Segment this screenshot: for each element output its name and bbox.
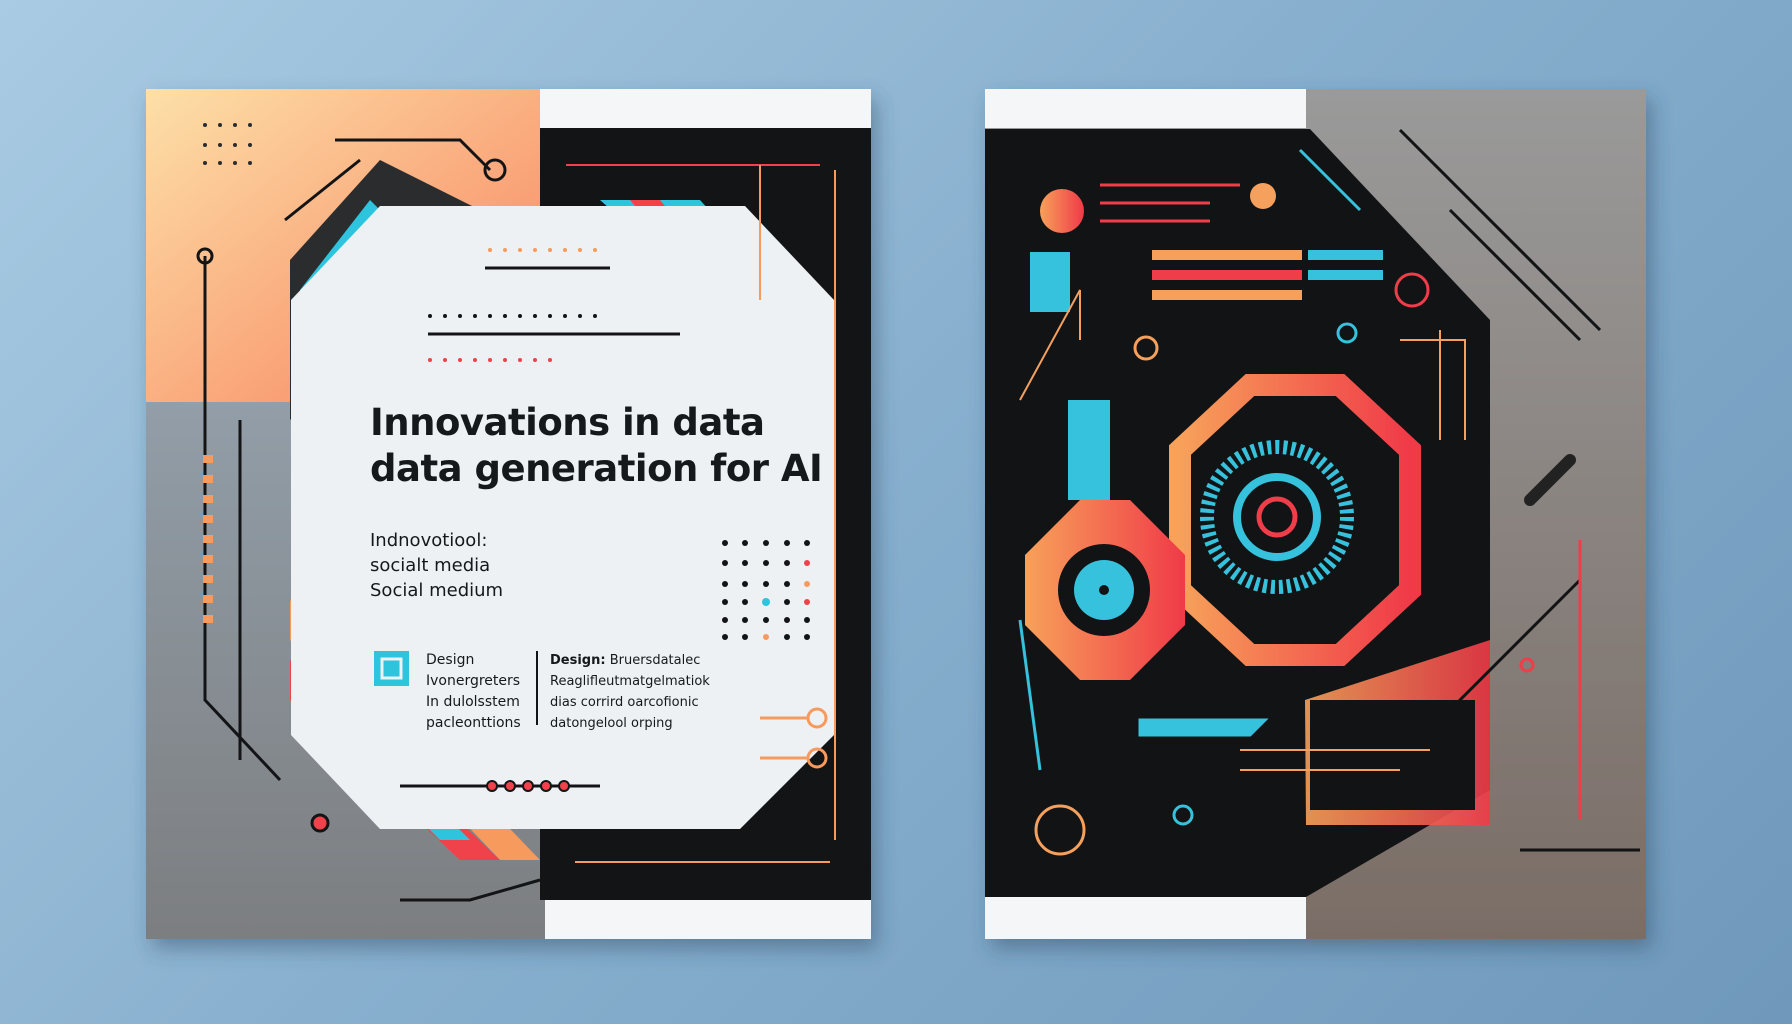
gear-hub <box>1200 440 1354 594</box>
design-block-b: Design: Bruersdatalec Reaglifleutmatgelm… <box>550 650 710 734</box>
subtitle-line: Indnovotiool: <box>370 530 488 551</box>
title-line-1: Innovations in data <box>370 401 765 444</box>
design-b-line: Bruersdatalec <box>609 653 701 668</box>
design-a-line: Ivonergreters <box>426 673 521 689</box>
design-b-heading: Design: <box>550 653 606 668</box>
design-b-line: datongelool orping <box>550 716 673 731</box>
subtitle-line: socialt media <box>370 555 491 576</box>
design-a-line: In dulolsstem <box>426 694 520 710</box>
design-block-a: Design Ivonergreters In dulolsstem pacle… <box>426 650 521 734</box>
design-b-line: Reaglifleutmatgelmatiok <box>550 674 710 689</box>
design-b-line: dias corrird oarcofionic <box>550 695 699 710</box>
book-title: Innovations in data data generation for … <box>370 400 823 492</box>
subtitle: Indnovotiool: socialt media Social mediu… <box>370 528 503 603</box>
design-square-icon <box>374 651 409 686</box>
design-a-line: pacleonttions <box>426 715 521 731</box>
subtitle-line: Social medium <box>370 580 504 601</box>
left-title-panel <box>291 206 834 829</box>
dot-grid <box>722 540 810 640</box>
design-a-line: Design <box>426 652 475 668</box>
title-line-2: data generation for AI <box>370 447 823 490</box>
